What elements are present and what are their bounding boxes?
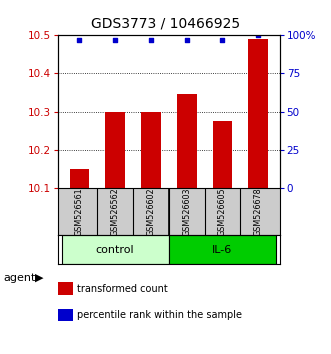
Point [220,37,225,43]
Point [184,37,189,43]
Bar [177,95,197,188]
Bar [105,112,125,188]
Text: IL-6: IL-6 [213,245,233,255]
Text: agent: agent [3,273,36,283]
Text: GDS3773 / 10466925: GDS3773 / 10466925 [91,16,240,30]
Text: GSM526605: GSM526605 [218,187,227,236]
Point [148,37,154,43]
Text: transformed count: transformed count [77,284,168,293]
Text: GSM526562: GSM526562 [111,187,119,236]
Text: control: control [96,245,134,255]
Text: GSM526561: GSM526561 [75,187,84,236]
Bar [70,169,89,188]
Text: GSM526603: GSM526603 [182,187,191,236]
Text: percentile rank within the sample: percentile rank within the sample [77,310,242,320]
Point [113,37,118,43]
Bar [62,235,169,264]
Bar [213,121,232,188]
Text: ▶: ▶ [35,273,43,283]
Point [77,37,82,43]
Point [256,33,261,38]
Bar [248,39,268,188]
Bar [169,235,276,264]
Text: GSM526678: GSM526678 [254,187,263,236]
Text: GSM526602: GSM526602 [146,187,156,236]
Bar [141,112,161,188]
